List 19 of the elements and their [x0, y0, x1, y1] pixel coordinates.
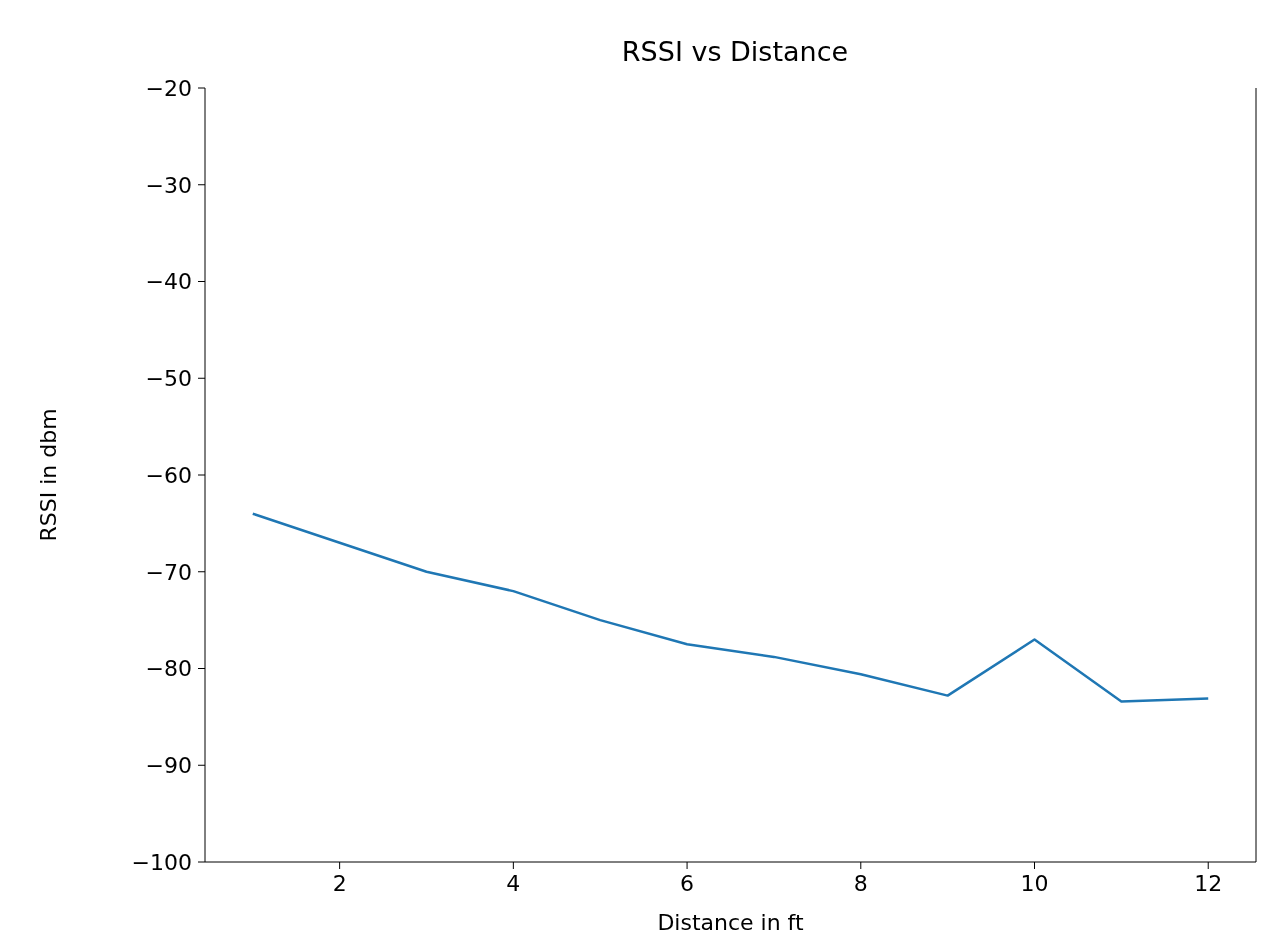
- line-series: [251, 512, 1210, 703]
- x-tick-label: 8: [853, 870, 868, 896]
- chart-title: RSSI vs Distance: [620, 36, 850, 67]
- y-tick-label: −60: [145, 462, 192, 488]
- x-tick-label: 10: [1020, 870, 1049, 896]
- y-tick-label: −70: [145, 559, 192, 585]
- x-tick-label: 4: [506, 870, 521, 896]
- y-tick-label: −40: [145, 269, 192, 295]
- y-tick-label: −80: [145, 656, 192, 682]
- y-axis-title: RSSI in dbm: [35, 408, 61, 542]
- y-tick-label: −100: [131, 849, 192, 875]
- y-tick-label: −30: [145, 172, 192, 198]
- x-tick-label: 6: [680, 870, 695, 896]
- x-tick-label: 12: [1194, 870, 1223, 896]
- y-tick-label: −90: [145, 753, 192, 779]
- y-tick-label: −20: [145, 75, 192, 101]
- y-tick-label: −50: [145, 366, 192, 392]
- x-tick-label: 2: [332, 870, 347, 896]
- x-axis-title: Distance in ft: [657, 910, 804, 935]
